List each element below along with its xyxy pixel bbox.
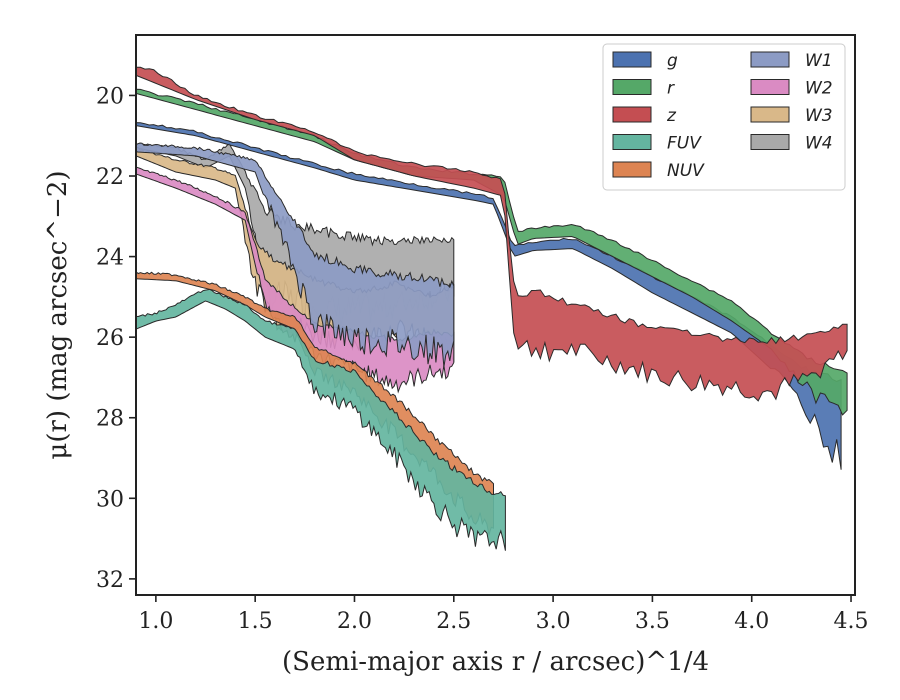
y-tick-label: 28 [96, 407, 124, 432]
legend-swatch-w2 [750, 79, 790, 95]
legend-label-z: z [666, 106, 677, 126]
y-tick-label: 20 [96, 84, 124, 109]
y-axis-ticks: 20 22 24 26 28 30 32 [96, 84, 136, 593]
x-tick-label: 4.5 [834, 609, 869, 634]
legend-swatch-nuv [612, 161, 652, 178]
legend-swatch-w4 [750, 134, 790, 150]
legend-label-g: g [667, 51, 678, 71]
band-w2 [136, 166, 455, 394]
legend-label-fuv: FUV [667, 134, 702, 154]
legend-swatch-r [612, 79, 652, 95]
x-tick-label: 2.5 [436, 609, 471, 634]
y-tick-label: 32 [96, 568, 124, 593]
legend-label-r: r [667, 79, 675, 99]
legend-label-w1: W1 [805, 51, 833, 71]
legend-label-nuv: NUV [667, 161, 705, 181]
legend-swatch-g [612, 51, 652, 68]
x-tick-label: 4.0 [734, 609, 769, 634]
legend-label-w2: W2 [805, 79, 833, 99]
legend-swatch-w3 [750, 106, 790, 123]
x-axis-ticks: 1.0 1.5 2.0 2.5 3.0 3.5 4.0 4.5 [138, 595, 869, 634]
legend-swatch-fuv [612, 134, 652, 150]
band-z [136, 66, 848, 402]
band-g [136, 122, 842, 470]
x-tick-label: 1.5 [238, 609, 273, 634]
legend-label-w3: W3 [805, 106, 833, 126]
x-tick-label: 3.5 [635, 609, 670, 634]
axes-frame [135, 34, 856, 596]
x-tick-label: 2.0 [337, 609, 372, 634]
y-tick-label: 26 [96, 326, 124, 351]
legend-swatch-w1 [750, 51, 790, 68]
y-tick-label: 30 [96, 487, 124, 512]
legend: grz FUV NUV W1 W2 W3 W4 [602, 43, 846, 191]
y-tick-label: 22 [96, 165, 124, 190]
plot-area [136, 66, 848, 551]
x-axis-label: (Semi-major axis r / arcsec)^1/4 [282, 647, 709, 677]
legend-label-w4: W4 [805, 134, 833, 154]
y-axis-label: μ(r) (mag arcsec^−2) [43, 170, 73, 459]
band-fuv [136, 288, 506, 551]
y-tick-label: 24 [96, 246, 124, 271]
band-w1 [136, 142, 455, 367]
x-tick-label: 3.0 [536, 609, 571, 634]
legend-swatch-z [612, 106, 652, 123]
x-tick-label: 1.0 [138, 609, 173, 634]
